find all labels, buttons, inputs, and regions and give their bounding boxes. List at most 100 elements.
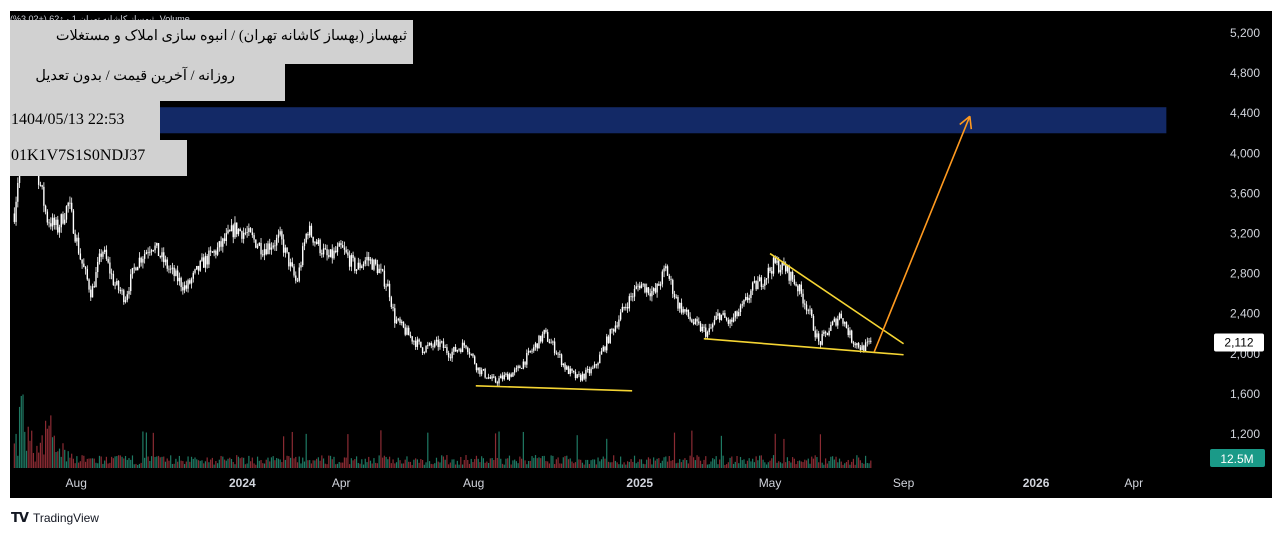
candle-body — [91, 286, 94, 298]
volume-bar — [859, 460, 861, 468]
volume-bar — [190, 456, 193, 468]
volume-bar — [819, 434, 822, 468]
candle-body — [797, 285, 799, 292]
volume-bar — [550, 455, 552, 468]
candle-body — [215, 250, 217, 255]
volume-bar — [163, 456, 165, 468]
volume-bar — [771, 458, 773, 468]
volume-bar — [243, 457, 245, 468]
candle-body — [861, 345, 863, 350]
volume-bar — [812, 458, 815, 468]
candle-body — [227, 230, 229, 234]
candle-body — [48, 222, 50, 224]
volume-bar — [710, 461, 712, 468]
info-subtitle: روزانه / آخرین قیمت / بدون تعدیل — [35, 68, 235, 84]
candle-body — [522, 361, 525, 369]
tradingview-logo[interactable]: TV TradingView — [11, 509, 99, 527]
volume-bar — [722, 455, 724, 468]
volume-bar — [719, 459, 721, 468]
candle-body — [470, 354, 472, 355]
candle-body — [494, 377, 497, 383]
candle-body — [786, 265, 789, 272]
volume-bar — [126, 459, 128, 468]
volume-bar — [45, 420, 47, 468]
volume-bar — [394, 463, 396, 468]
volume-bar — [413, 459, 415, 468]
candle-body — [399, 318, 401, 323]
volume-bar — [463, 459, 465, 468]
volume-bar — [538, 457, 540, 468]
candle-body — [746, 296, 749, 301]
candle-body — [213, 250, 215, 253]
volume-bar — [420, 459, 422, 468]
drawings — [475, 115, 973, 392]
candle-body — [762, 285, 764, 287]
candle-body — [705, 327, 707, 337]
volume-bar — [81, 455, 83, 468]
volume-bar — [726, 464, 728, 468]
candle-body — [458, 349, 460, 351]
volume-bar — [762, 459, 764, 468]
volume-bar — [699, 460, 702, 468]
price-axis[interactable]: 5,200 4,800 4,400 4,000 3,600 3,200 2,800 2,400… — [1210, 26, 1265, 467]
candle-body — [216, 247, 219, 255]
volume-bar — [666, 461, 669, 468]
volume-bar — [57, 451, 59, 468]
candle-body — [277, 234, 280, 238]
volume-bar — [785, 462, 787, 468]
tradingview-logo-icon: TV — [11, 510, 29, 526]
time-tick-label: Sep — [893, 476, 915, 490]
candle-body — [201, 257, 203, 261]
candle-body — [315, 241, 318, 245]
volume-bar — [62, 443, 64, 468]
candle-body — [69, 202, 71, 204]
volume-bar — [428, 461, 431, 468]
volume-bar — [104, 460, 106, 468]
candle-body — [117, 281, 120, 290]
candle-body — [326, 249, 328, 256]
candle-body — [793, 279, 796, 284]
candle-body — [112, 274, 115, 286]
candle-body — [625, 307, 627, 309]
volume-bar — [253, 463, 255, 468]
volume-bar — [837, 462, 839, 468]
volume-bar — [507, 458, 509, 468]
volume-bar — [255, 464, 257, 468]
candle-body — [176, 270, 179, 282]
target-zone-rect — [10, 107, 1167, 134]
candle-body — [284, 247, 287, 253]
volume-bar — [432, 464, 434, 468]
candle-body — [701, 326, 703, 332]
volume-bar — [310, 463, 313, 468]
volume-bar — [580, 459, 582, 468]
volume-bar — [468, 463, 471, 468]
candle-body — [566, 366, 568, 370]
volume-bar — [250, 461, 252, 468]
volume-bar — [534, 455, 537, 468]
volume-bar — [632, 461, 634, 468]
candle-body — [335, 250, 337, 253]
candle-body — [491, 376, 493, 379]
candle-body — [354, 257, 356, 271]
volume-bar — [776, 462, 778, 468]
candle-body — [557, 353, 559, 355]
candle-body — [286, 247, 288, 253]
volume-bar — [498, 431, 500, 468]
candle-body — [369, 259, 372, 261]
volume-bar — [425, 462, 427, 468]
candle-body — [319, 239, 321, 254]
volume-bar — [574, 462, 577, 468]
candle-body — [856, 343, 858, 346]
candle-body — [698, 321, 700, 324]
candle-body — [710, 327, 712, 329]
time-axis[interactable]: Aug 2024 Apr Aug 2025 May Sep 2026 Apr — [66, 476, 1144, 490]
volume-bar — [401, 463, 403, 468]
volume-bar — [778, 461, 780, 468]
candle-body — [312, 236, 314, 243]
candle-body — [209, 250, 212, 252]
candle-body — [126, 294, 128, 301]
volume-bar — [488, 462, 490, 468]
volume-bar — [510, 464, 512, 468]
candle-body — [828, 330, 830, 336]
candle-body — [395, 319, 398, 324]
